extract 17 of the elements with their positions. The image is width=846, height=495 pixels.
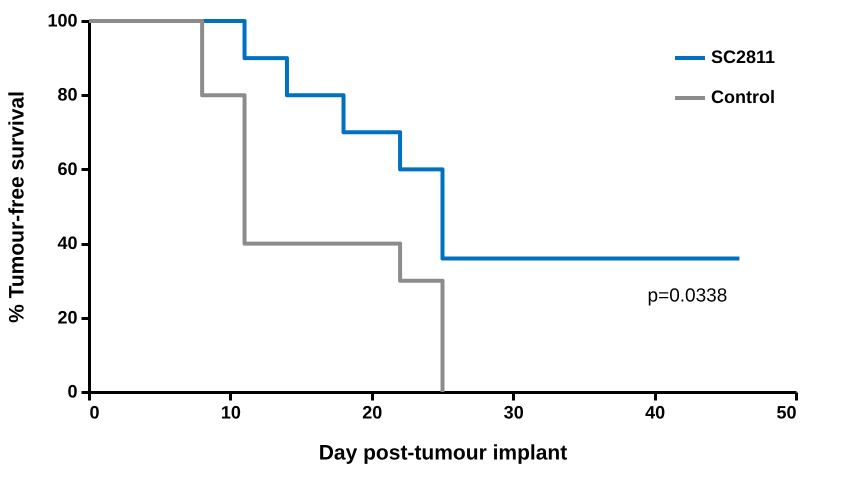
y-axis-title: % Tumour-free survival: [5, 91, 28, 323]
annotation: p=0.0338: [648, 286, 728, 307]
x-tick-label: 30: [504, 402, 524, 422]
y-tick-label: 20: [57, 307, 78, 328]
x-tick-label: 50: [776, 402, 796, 422]
legend-label: Control: [711, 87, 775, 107]
x-axis-title: Day post-tumour implant: [318, 442, 568, 464]
legend-label: SC2811: [711, 47, 776, 67]
x-tick-label: 0: [90, 402, 100, 422]
x-tick-label: 40: [645, 402, 666, 422]
x-tick-label: 10: [220, 402, 241, 422]
y-tick-label: 80: [57, 84, 78, 105]
y-tick-label: 40: [57, 233, 78, 254]
y-tick-label: 0: [67, 382, 78, 402]
y-tick-label: 60: [57, 158, 78, 179]
x-tick-label: 20: [362, 402, 382, 422]
y-tick-label: 100: [47, 10, 78, 30]
